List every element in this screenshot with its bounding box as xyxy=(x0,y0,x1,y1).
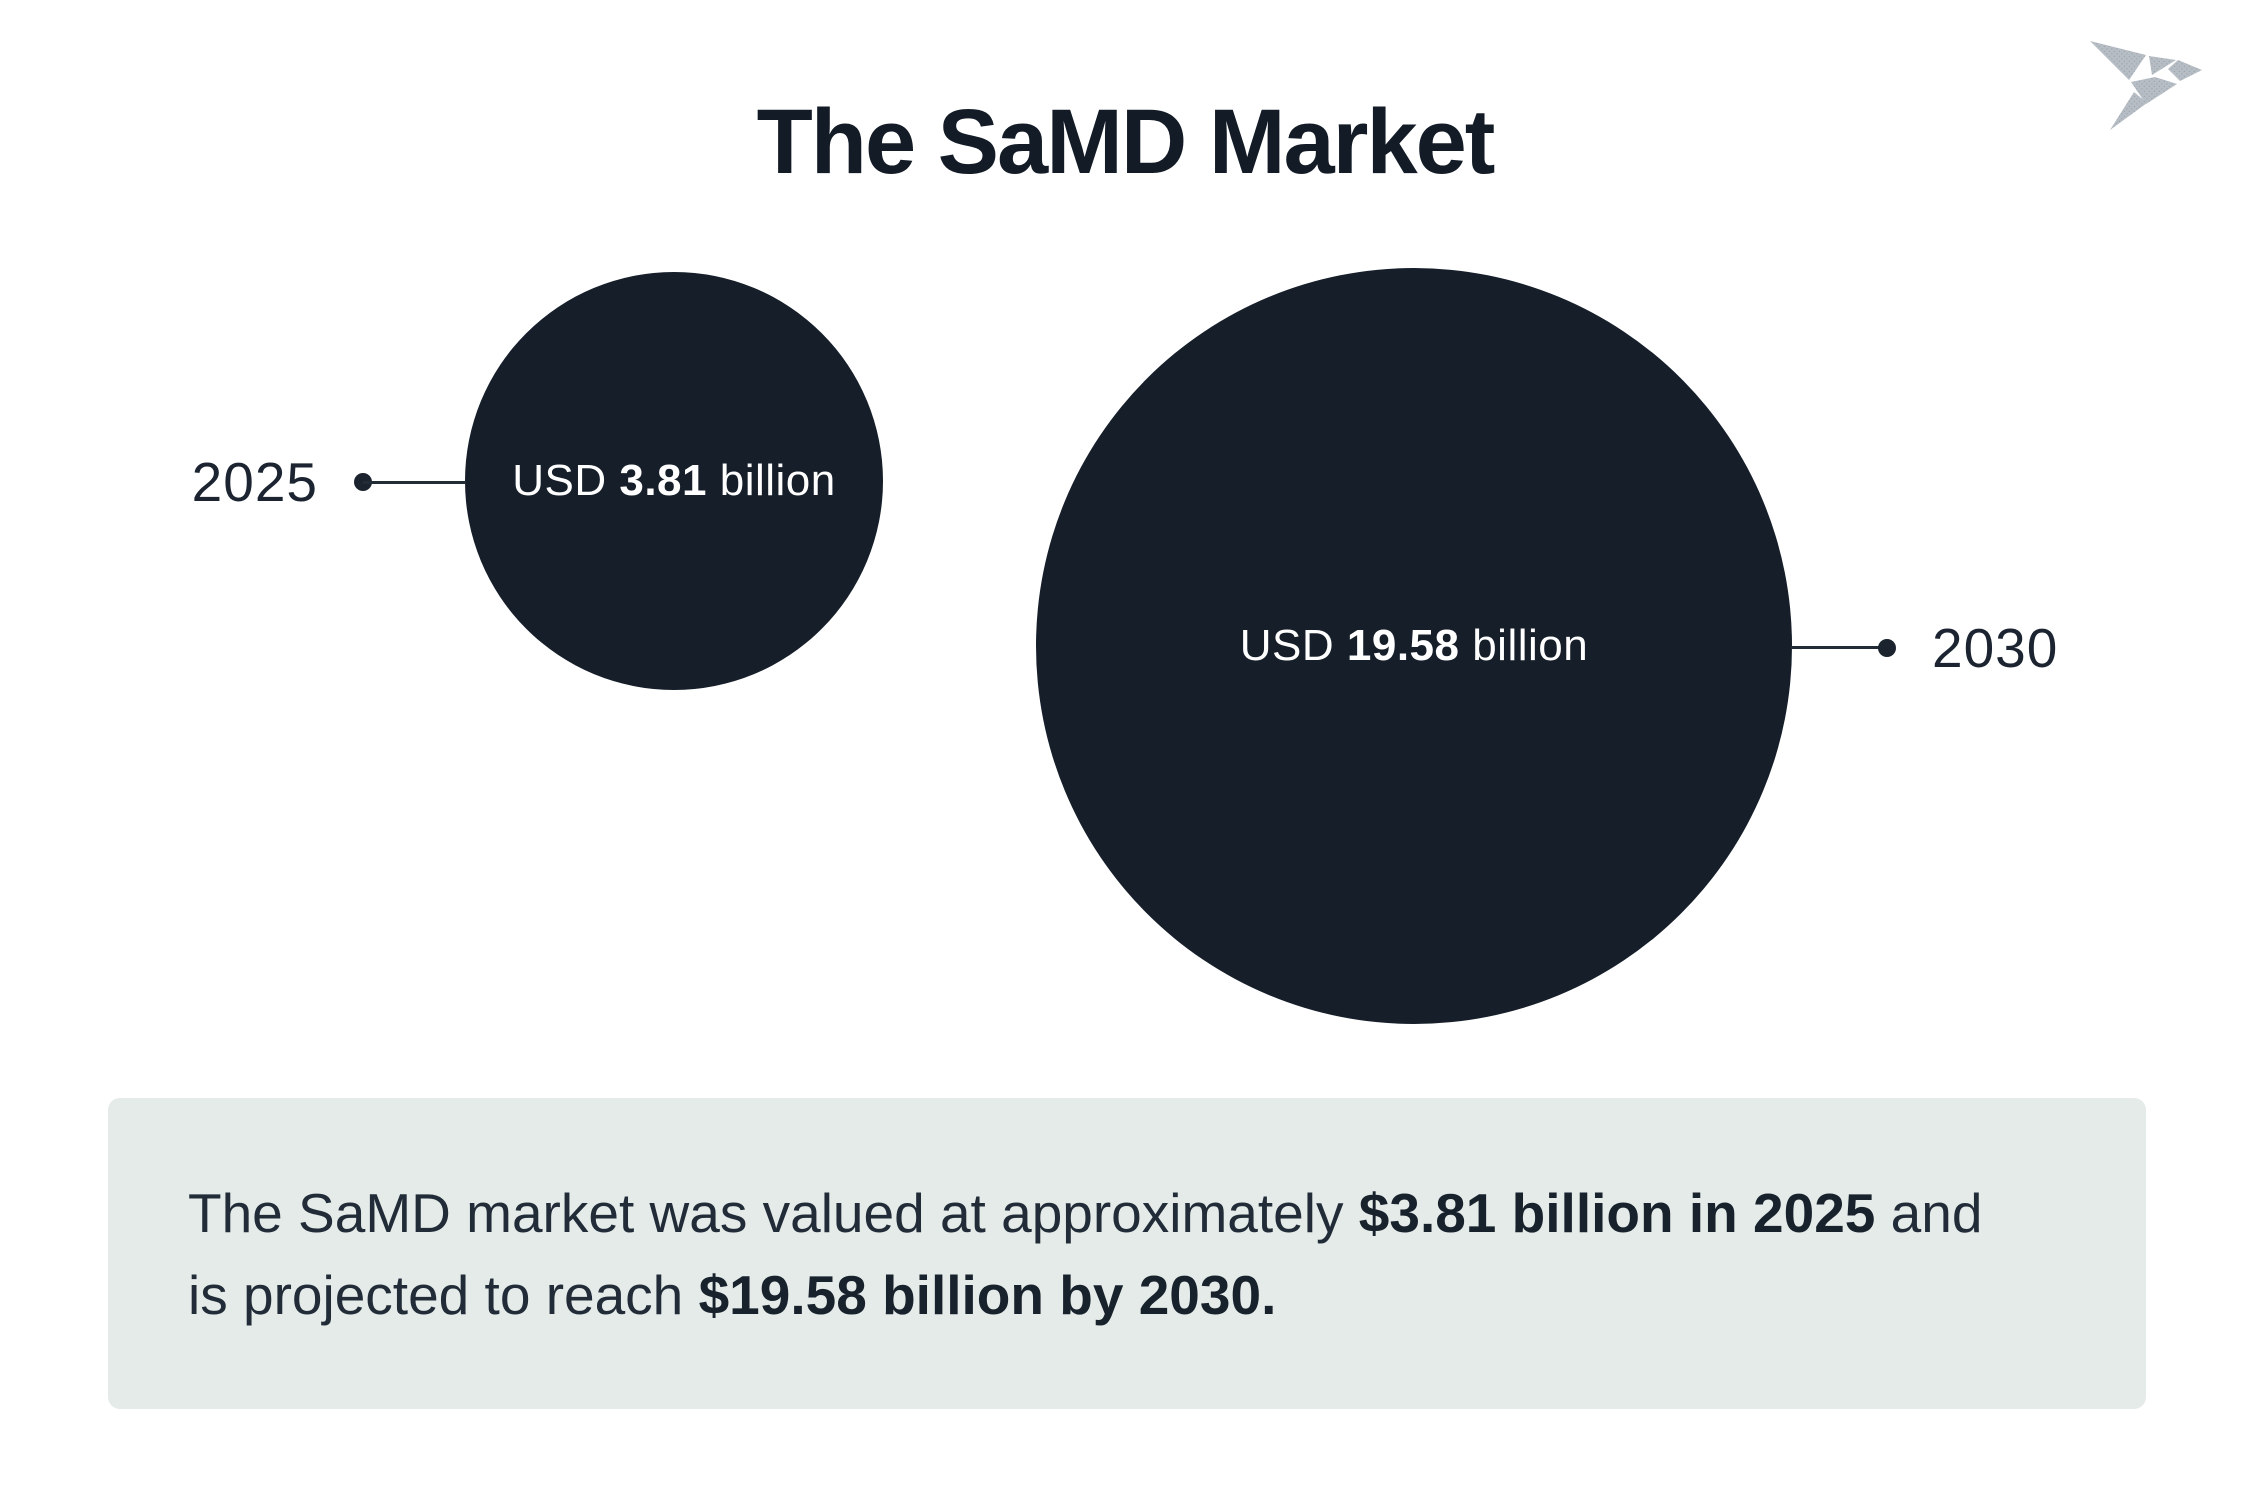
summary-text: The SaMD market was valued at approximat… xyxy=(108,1172,2042,1336)
summary-box: The SaMD market was valued at approximat… xyxy=(108,1098,2146,1409)
bird-body xyxy=(2131,77,2177,104)
summary-line-2: is projected to reach $19.58 billion by … xyxy=(188,1263,1277,1326)
year-label-2025: 2025 xyxy=(191,451,318,513)
page-title: The SaMD Market xyxy=(756,91,1496,193)
bird-wing xyxy=(2090,41,2146,80)
leader-dot-2030 xyxy=(1878,639,1896,657)
leader-line-2030 xyxy=(1791,646,1887,649)
bird-neck xyxy=(2149,56,2176,75)
bubble-2025: USD 3.81 billion xyxy=(465,272,883,690)
bird-head xyxy=(2168,60,2202,81)
bubble-2030: USD 19.58 billion xyxy=(1036,268,1792,1024)
origami-bird-logo xyxy=(2090,41,2202,130)
bird-tail xyxy=(2110,92,2147,130)
bubble-2030-value-label: USD 19.58 billion xyxy=(1239,621,1589,670)
bubble-2025-value-label: USD 3.81 billion xyxy=(512,456,836,505)
year-label-2030: 2030 xyxy=(1932,617,2059,679)
leader-line-2025 xyxy=(363,481,466,484)
summary-line-1: The SaMD market was valued at approximat… xyxy=(188,1181,1983,1244)
